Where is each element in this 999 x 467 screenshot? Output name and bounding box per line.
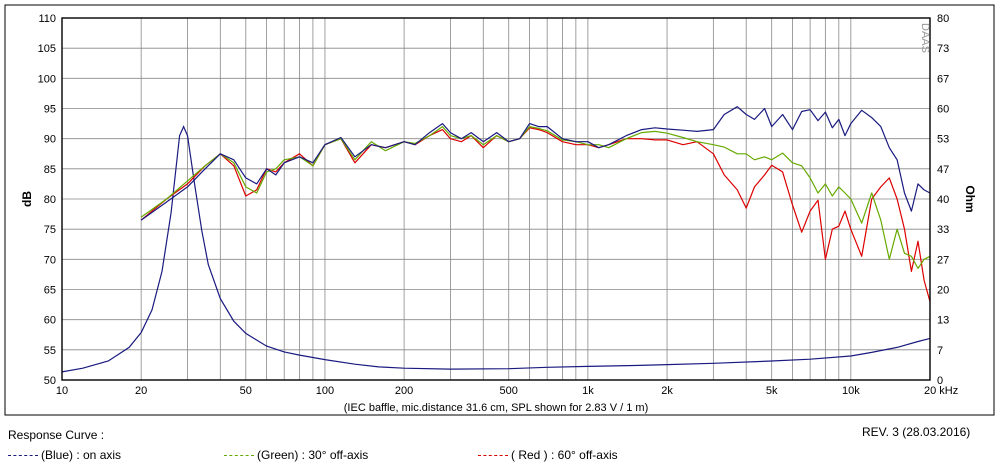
legend-swatch-blue — [8, 455, 38, 457]
x-axis-label: (IEC baffle, mic.distance 31.6 cm, SPL s… — [344, 402, 648, 414]
x-tick-label: 500 — [500, 385, 518, 397]
y2-tick-label: 53 — [937, 134, 949, 146]
impedance-curve — [61, 125, 931, 373]
legend-label: ( Red ) : 60° off-axis — [511, 448, 618, 462]
response-curve-title: Response Curve : — [8, 428, 105, 442]
x-tick-label: 10 — [56, 385, 68, 397]
y2-tick-label: 60 — [937, 104, 949, 116]
watermark: DAAS — [919, 23, 931, 53]
y-tick-label: 105 — [38, 43, 56, 55]
x-tick-label: 2k — [661, 385, 673, 397]
legend-label: (Green) : 30° off-axis — [257, 448, 369, 462]
y2-tick-label: 80 — [937, 13, 949, 25]
y-tick-label: 85 — [44, 164, 56, 176]
legend-label: (Blue) : on axis — [41, 448, 122, 462]
series-line-green-30-off-axis — [140, 126, 931, 269]
plot-frame — [61, 17, 931, 381]
y-tick-label: 55 — [44, 345, 56, 357]
x-tick-label: 20 — [135, 385, 147, 397]
y-tick-label: 70 — [44, 254, 56, 266]
y2-tick-label: 13 — [937, 315, 949, 327]
y-tick-label: 50 — [44, 375, 56, 387]
y-tick-label: 65 — [44, 285, 56, 297]
y-tick-label: 100 — [38, 73, 56, 85]
y2-tick-label: 67 — [937, 73, 949, 85]
y-tick-label: 90 — [44, 134, 56, 146]
y-tick-label: 80 — [44, 194, 56, 206]
y2-tick-label: 0 — [937, 375, 943, 387]
impedance-layer — [61, 125, 931, 373]
y2-tick-label: 20 — [937, 285, 949, 297]
y-tick-label: 60 — [44, 315, 56, 327]
x-tick-label: 100 — [316, 385, 334, 397]
series-line-red-60-off-axis — [140, 127, 931, 302]
y2-tick-label: 40 — [937, 194, 949, 206]
legend-item-green: (Green) : 30° off-axis — [224, 448, 368, 462]
legend-item-blue: (Blue) : on axis — [8, 448, 121, 462]
y-tick-label: 75 — [44, 224, 56, 236]
x-tick-label: 10k — [842, 385, 860, 397]
x-tick-label: 20 kHz — [924, 385, 958, 397]
y2-axis-label: Ohm — [963, 185, 977, 212]
grid — [61, 17, 931, 381]
x-tick-label: 50 — [240, 385, 252, 397]
series-line-blue-on-axis — [140, 106, 931, 221]
series-layer — [140, 106, 931, 302]
y2-tick-label: 73 — [937, 43, 949, 55]
ticks-layer: 1101051009590858075706560555080736760534… — [38, 13, 959, 397]
y2-tick-label: 47 — [937, 164, 949, 176]
legend-swatch-green — [224, 455, 254, 457]
y-tick-label: 110 — [38, 13, 56, 25]
x-tick-label: 200 — [395, 385, 413, 397]
chart-border — [4, 4, 995, 416]
y2-tick-label: 27 — [937, 254, 949, 266]
y2-tick-label: 33 — [937, 224, 949, 236]
y-axis-label: dB — [20, 191, 34, 207]
x-tick-label: 5k — [766, 385, 778, 397]
legend-item-red: ( Red ) : 60° off-axis — [478, 448, 618, 462]
legend-swatch-red — [478, 455, 508, 457]
y-tick-label: 95 — [44, 104, 56, 116]
frequency-response-chart: 1101051009590858075706560555080736760534… — [4, 4, 995, 416]
x-tick-label: 1k — [582, 385, 594, 397]
y2-tick-label: 7 — [937, 345, 943, 357]
revision-text: REV. 3 (28.03.2016) — [862, 425, 971, 439]
